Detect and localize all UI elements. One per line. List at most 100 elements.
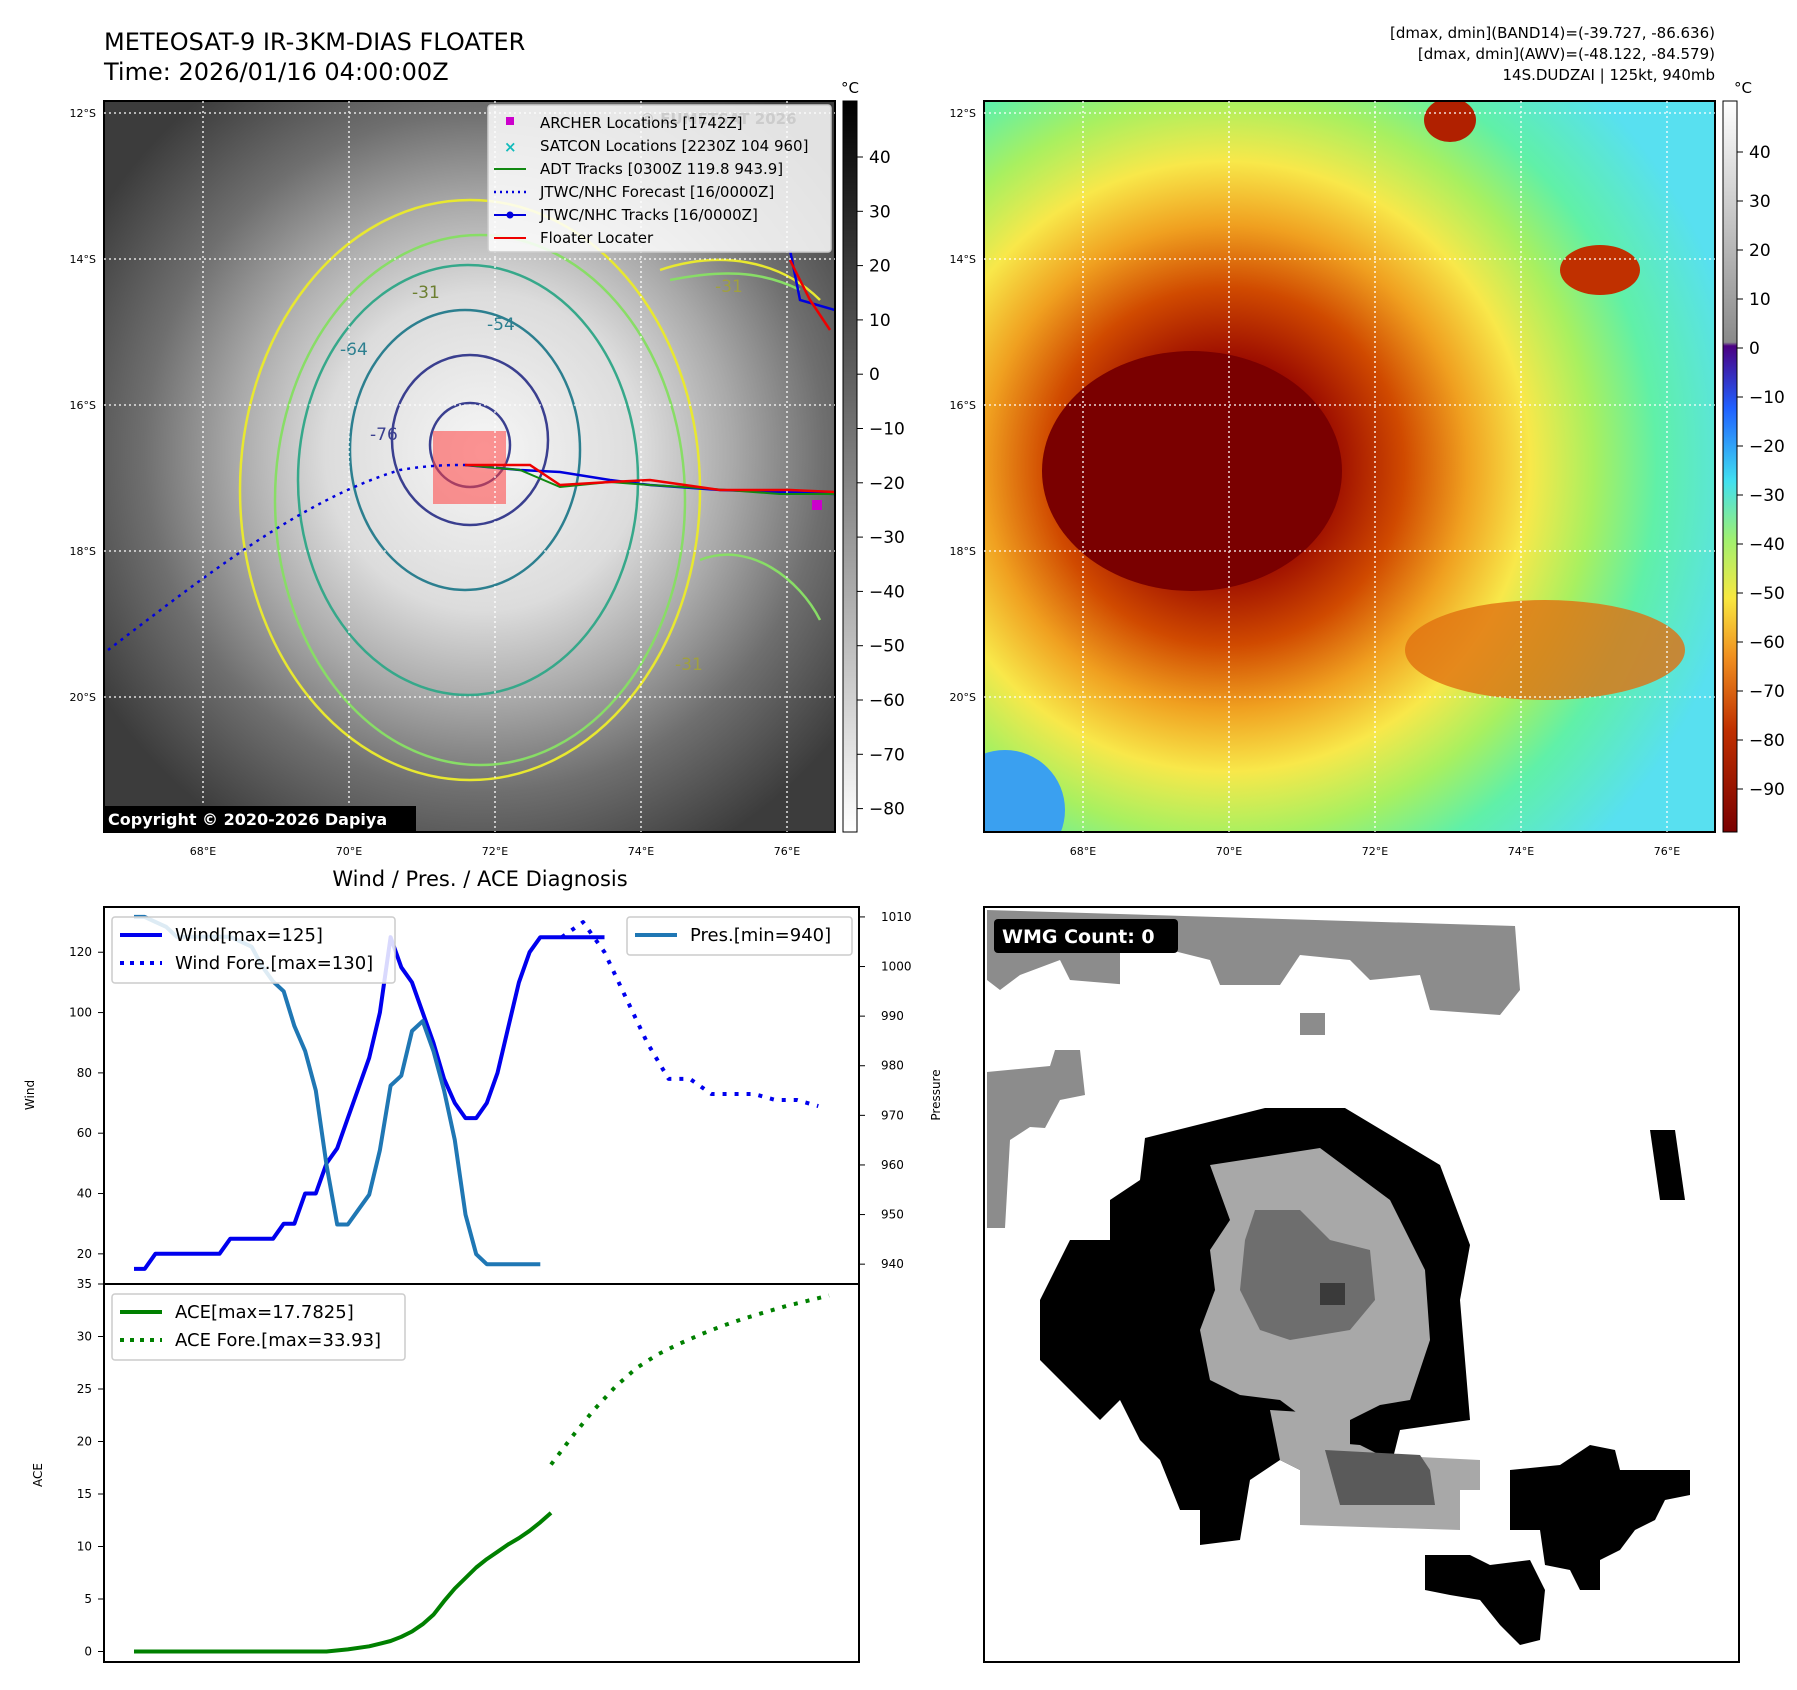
y-tick-label: 0 — [84, 1645, 92, 1659]
ir-colorbar — [842, 100, 858, 833]
contour-label: -64 — [340, 340, 368, 360]
ace-fore-legend-label: ACE Fore.[max=33.93] — [175, 1330, 381, 1351]
legend-floater: Floater Locater — [540, 229, 654, 247]
satcon-legend-icon: × — [504, 138, 517, 156]
lon-tick-label: 68°E — [190, 845, 216, 858]
colorbar-tick-label: −20 — [869, 474, 905, 494]
jtwc-forecast-track — [107, 463, 466, 651]
pressure-legend-label: Pres.[min=940] — [690, 925, 831, 946]
awv-features — [984, 101, 1685, 832]
series-line — [134, 1511, 553, 1654]
legend-jtwc-forecast: JTWC/NHC Forecast [16/0000Z] — [539, 183, 774, 201]
y-tick-label: 30 — [77, 1330, 92, 1344]
colorbar-tick-label: −80 — [1749, 731, 1785, 751]
lon-tick-label: 70°E — [1216, 845, 1242, 858]
colorbar-tick-label: −10 — [869, 420, 905, 440]
lon-tick-label: 70°E — [336, 845, 362, 858]
copyright-badge — [104, 806, 416, 832]
title-line-2: Time: 2026/01/16 04:00:00Z — [103, 58, 449, 86]
contour-label: -31 — [675, 655, 703, 675]
contour-label: -54 — [487, 315, 515, 335]
ir-frame — [103, 100, 836, 833]
legend-jtwc-tracks: JTWC/NHC Tracks [16/0000Z] — [539, 206, 758, 224]
colorbar-tick-label: 0 — [869, 365, 880, 385]
copyright-text: Copyright © 2020-2026 Dapiya — [108, 810, 387, 829]
lon-tick-label: 76°E — [774, 845, 800, 858]
wind-fore-legend-label: Wind Fore.[max=130] — [175, 953, 373, 974]
y2-tick-label: 950 — [881, 1208, 904, 1222]
colorbar-tick-label: 40 — [1749, 143, 1771, 163]
colorbar-tick-label: −10 — [1749, 388, 1785, 408]
archer-legend-icon — [506, 117, 514, 125]
colorbar-tick-label: −40 — [869, 582, 905, 602]
colorbar-tick-label: 20 — [1749, 241, 1771, 261]
lat-tick-label: 18°S — [70, 545, 96, 558]
y2-tick-label: 960 — [881, 1158, 904, 1172]
wind-pressure-chart: Wind / Pres. / ACE Diagnosis Wind Pressu… — [23, 867, 943, 1285]
ace-axis-ticks: 0 5 10 15 20 25 30 35 — [77, 1277, 104, 1659]
y-tick-label: 80 — [77, 1066, 92, 1080]
wind-axis-ticks: 20 40 60 80 100 120 — [69, 945, 104, 1261]
y2-tick-label: 990 — [881, 1009, 904, 1023]
ace-axis-label: ACE — [31, 1463, 45, 1487]
contour-label: -76 — [370, 425, 398, 445]
awv-gridlines: 12°S 14°S 16°S 18°S 20°S 68°E 70°E 72°E 74°E 76°E — [950, 101, 1715, 858]
ir-colorbar-ticks: 40 30 20 10 0 −10 −20 −30 −40 −50 −60 −70 −80 — [857, 148, 905, 820]
eumetsat-watermark: © EUMETSAT 2026 — [640, 110, 797, 128]
contour-label: -31 — [412, 283, 440, 303]
lon-tick-label: 72°E — [482, 845, 508, 858]
y-tick-label: 15 — [77, 1487, 92, 1501]
series-line — [560, 920, 819, 1109]
legend-archer: ARCHER Locations [1742Z] — [540, 114, 743, 132]
y-tick-label: 25 — [77, 1382, 92, 1396]
y2-tick-label: 1000 — [881, 960, 912, 974]
colorbar-tick-label: 10 — [1749, 290, 1771, 310]
ir-contours — [238, 198, 822, 782]
contour-label: -31 — [715, 277, 743, 297]
lon-tick-label: 74°E — [1508, 845, 1534, 858]
ace-legend-label: ACE[max=17.7825] — [175, 1302, 354, 1323]
colorbar-tick-label: −90 — [1749, 780, 1785, 800]
legend-satcon: SATCON Locations [2230Z 104 960] — [540, 137, 808, 155]
lon-tick-label: 68°E — [1070, 845, 1096, 858]
colorbar-tick-label: 30 — [869, 202, 891, 222]
pressure-legend: Pres.[min=940] — [626, 916, 853, 956]
y-tick-label: 120 — [69, 945, 92, 959]
colorbar-tick-label: −20 — [1749, 437, 1785, 457]
colorbar-tick-label: −30 — [1749, 486, 1785, 506]
series-line — [549, 1293, 830, 1466]
y2-tick-label: 970 — [881, 1108, 904, 1122]
lon-tick-label: 72°E — [1362, 845, 1388, 858]
colorbar-tick-label: 20 — [869, 257, 891, 277]
y-tick-label: 10 — [77, 1540, 92, 1554]
y2-tick-label: 1010 — [881, 910, 912, 924]
y2-tick-label: 940 — [881, 1257, 904, 1271]
wind-legend: Wind[max=125] Wind Fore.[max=130] — [111, 916, 396, 984]
wmg-count-text: WMG Count: 0 — [1002, 926, 1155, 948]
dmax-awv-label: [dmax, dmin](AWV)=(-48.122, -84.579) — [1418, 45, 1715, 63]
ir-tracks — [107, 249, 835, 651]
awv-frame — [983, 100, 1716, 833]
awv-panel: 12°S 14°S 16°S 18°S 20°S 68°E 70°E 72°E 74°E 76°E… — [950, 79, 1785, 858]
wmg-blocks — [987, 910, 1690, 1645]
ace-series — [134, 1293, 830, 1654]
lat-tick-label: 16°S — [950, 399, 976, 412]
colorbar-tick-label: −60 — [1749, 633, 1785, 653]
wmg-panel: WMG Count: 0 — [983, 906, 1740, 1663]
lat-tick-label: 14°S — [70, 253, 96, 266]
y-tick-label: 100 — [69, 1006, 92, 1020]
colorbar-tick-label: 10 — [869, 311, 891, 331]
colorbar-tick-label: −60 — [869, 691, 905, 711]
floater-track — [465, 463, 835, 494]
lat-tick-label: 16°S — [70, 399, 96, 412]
lon-tick-label: 76°E — [1654, 845, 1680, 858]
y-tick-label: 20 — [77, 1247, 92, 1261]
awv-colorbar-unit: °C — [1734, 79, 1752, 97]
lat-tick-label: 20°S — [70, 691, 96, 704]
colorbar-tick-label: 0 — [1749, 339, 1760, 359]
colorbar-tick-label: 30 — [1749, 192, 1771, 212]
wind-axis-label: Wind — [23, 1080, 37, 1110]
colorbar-tick-label: −50 — [1749, 584, 1785, 604]
y-tick-label: 5 — [84, 1592, 92, 1606]
